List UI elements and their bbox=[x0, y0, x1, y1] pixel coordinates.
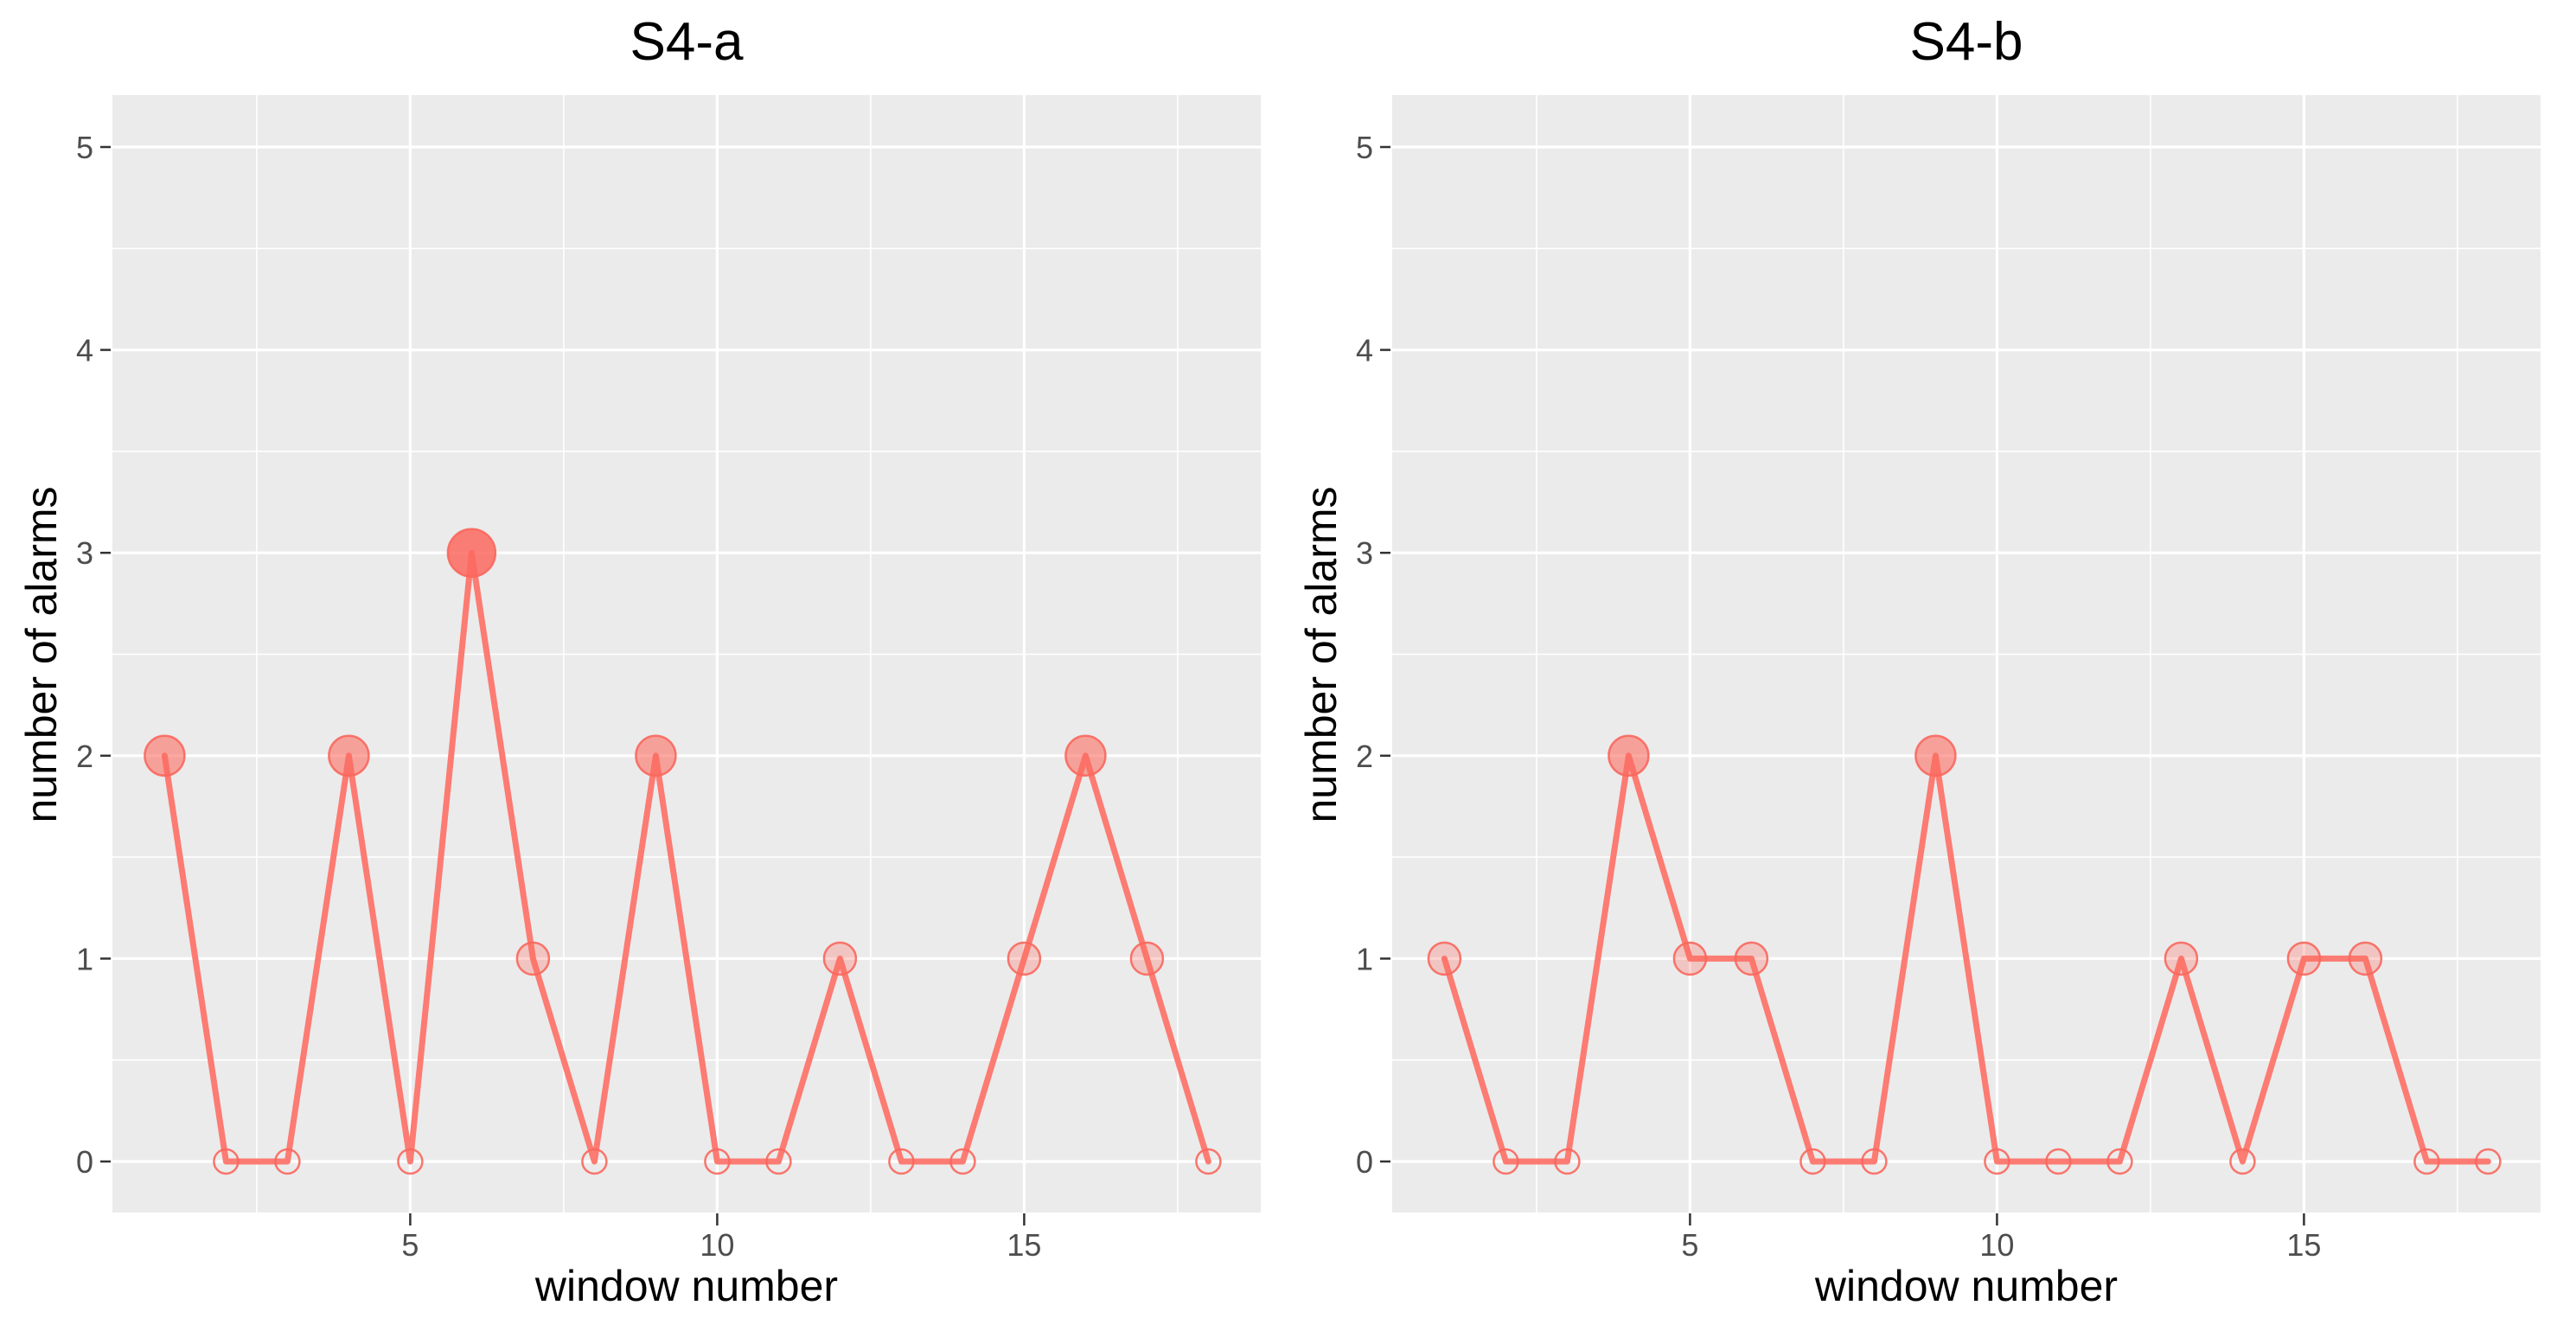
data-point bbox=[2164, 941, 2199, 976]
data-point bbox=[1007, 941, 1042, 976]
panel-title-s4a: S4-a bbox=[630, 12, 744, 72]
data-point bbox=[888, 1148, 915, 1175]
y-tick-label: 3 bbox=[76, 535, 93, 571]
y-tick-label: 0 bbox=[1356, 1144, 1373, 1180]
data-point bbox=[1672, 941, 1708, 976]
panel-title-s4b: S4-b bbox=[1909, 12, 2023, 72]
data-point bbox=[822, 941, 858, 976]
x-tick-label: 15 bbox=[2286, 1227, 2321, 1263]
data-point bbox=[2348, 941, 2383, 976]
data-point bbox=[635, 734, 677, 777]
y-tick-label: 2 bbox=[76, 739, 93, 774]
x-axis-title-left: window number bbox=[534, 1262, 839, 1310]
data-point bbox=[446, 528, 497, 578]
data-point bbox=[1734, 941, 1769, 976]
data-point bbox=[1861, 1148, 1888, 1175]
series-line bbox=[1441, 752, 2491, 1165]
data-point bbox=[397, 1148, 424, 1175]
data-point bbox=[328, 734, 370, 777]
y-axis-title-left: number of alarms bbox=[17, 486, 66, 823]
x-tick-label: 5 bbox=[1681, 1227, 1698, 1263]
data-point bbox=[1195, 1148, 1222, 1175]
y-tick-label: 0 bbox=[76, 1144, 93, 1180]
x-tick-label: 10 bbox=[1979, 1227, 2014, 1263]
data-point bbox=[1493, 1148, 1519, 1175]
y-tick-label: 2 bbox=[1356, 739, 1373, 774]
data-point bbox=[1914, 734, 1957, 777]
data-point bbox=[765, 1148, 792, 1175]
data-point bbox=[213, 1148, 240, 1175]
data-point bbox=[1129, 941, 1165, 976]
data-point bbox=[2475, 1148, 2502, 1175]
y-tick-label: 4 bbox=[1356, 333, 1373, 368]
series-line bbox=[161, 549, 1211, 1165]
data-point bbox=[704, 1148, 731, 1175]
data-point bbox=[2045, 1148, 2072, 1175]
data-point bbox=[1427, 941, 1462, 976]
x-axis-title-right: window number bbox=[1814, 1262, 2119, 1310]
y-tick-label: 3 bbox=[1356, 535, 1373, 571]
data-point bbox=[515, 941, 551, 976]
data-point bbox=[1608, 734, 1650, 777]
x-tick-label: 5 bbox=[401, 1227, 419, 1263]
data-point bbox=[581, 1148, 608, 1175]
data-point bbox=[274, 1148, 301, 1175]
y-axis-title-right: number of alarms bbox=[1297, 486, 1346, 823]
y-tick-label: 5 bbox=[1356, 130, 1373, 165]
data-point bbox=[1064, 734, 1107, 777]
y-tick-label: 4 bbox=[76, 333, 93, 368]
x-tick-label: 10 bbox=[700, 1227, 734, 1263]
data-point bbox=[2286, 941, 2322, 976]
x-tick-label: 15 bbox=[1007, 1227, 1041, 1263]
data-point bbox=[2229, 1148, 2256, 1175]
data-point bbox=[1984, 1148, 2010, 1175]
data-point bbox=[1554, 1148, 1581, 1175]
data-point bbox=[1799, 1148, 1826, 1175]
data-point bbox=[2413, 1148, 2440, 1175]
data-point bbox=[144, 734, 186, 777]
data-point bbox=[2106, 1148, 2133, 1175]
y-tick-label: 5 bbox=[76, 130, 93, 165]
y-tick-label: 1 bbox=[76, 941, 93, 976]
data-point bbox=[949, 1148, 976, 1175]
y-tick-label: 1 bbox=[1356, 941, 1373, 976]
